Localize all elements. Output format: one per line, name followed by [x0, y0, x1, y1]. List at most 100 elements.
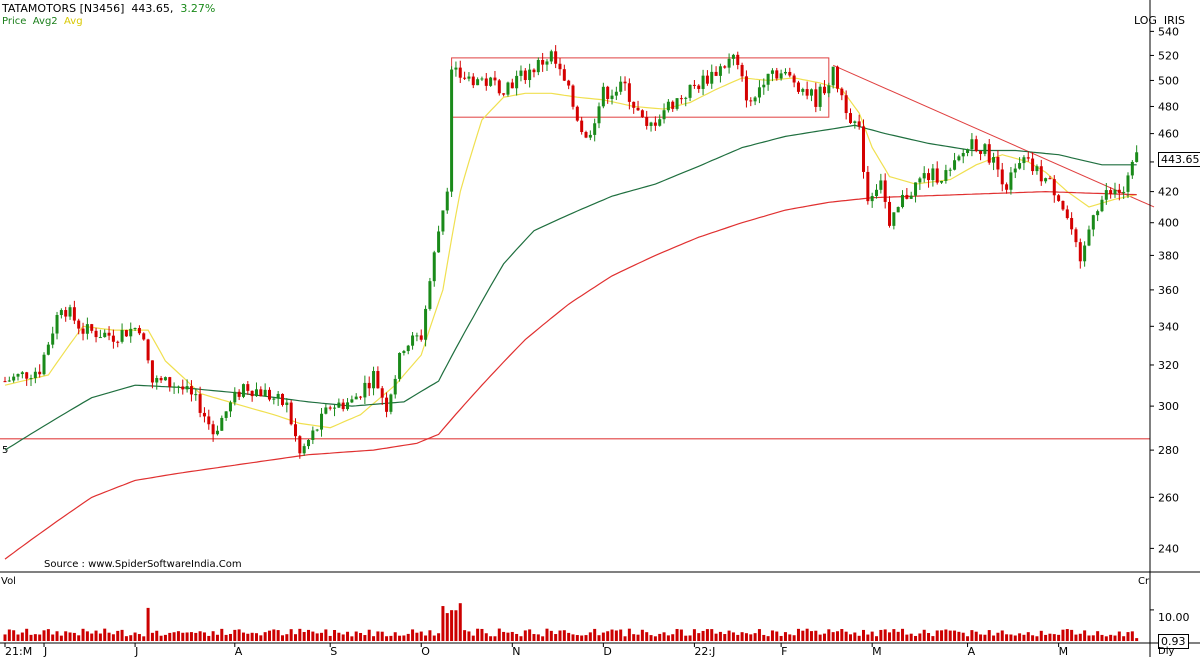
- candle-body: [1135, 152, 1139, 162]
- legend-avg2: Avg2: [32, 16, 58, 27]
- volume-bar: [502, 631, 506, 641]
- volume-bar: [1005, 634, 1009, 641]
- volume-bar: [85, 631, 89, 641]
- volume-bar: [94, 630, 98, 641]
- volume-bar: [979, 634, 983, 641]
- candle-body: [688, 84, 692, 98]
- volume-bar: [796, 628, 800, 641]
- volume-bar: [1013, 635, 1017, 641]
- candle-body: [944, 170, 948, 181]
- volume-bar: [983, 634, 987, 641]
- candle-body: [922, 173, 926, 179]
- candle-body: [363, 382, 367, 398]
- candle-body: [59, 310, 63, 316]
- volume-bar: [1100, 634, 1104, 641]
- volume-bar: [137, 634, 141, 641]
- candle-body: [931, 168, 935, 181]
- volume-bar: [961, 632, 965, 641]
- volume-bar: [835, 631, 839, 641]
- candle-body: [259, 389, 263, 397]
- log-toggle[interactable]: LOG: [1134, 14, 1157, 27]
- volume-bar: [98, 633, 102, 641]
- candle-body: [649, 122, 653, 126]
- candle-body: [267, 389, 271, 400]
- volume-bar: [363, 635, 367, 641]
- timeframe-label[interactable]: Dly: [1158, 646, 1175, 657]
- candle-body: [640, 110, 644, 118]
- candle-body: [1104, 190, 1108, 200]
- volume-bar: [723, 634, 727, 641]
- candle-body: [411, 335, 415, 346]
- candle-body: [163, 377, 167, 381]
- volume-bar: [679, 629, 683, 641]
- candle-body: [740, 64, 744, 77]
- candle-body: [1070, 218, 1074, 230]
- candle-body: [831, 66, 835, 86]
- volume-bar: [7, 629, 11, 641]
- volume-bar: [307, 629, 311, 641]
- volume-bar: [866, 634, 870, 641]
- candle-body: [389, 394, 393, 412]
- candle-body: [354, 396, 358, 400]
- candle-body: [402, 351, 406, 353]
- volume-bar: [862, 629, 866, 641]
- candle-body: [562, 69, 566, 81]
- volume-bar: [888, 632, 892, 641]
- candle-body: [545, 61, 549, 65]
- volume-bar: [584, 635, 588, 641]
- volume-bar: [376, 631, 380, 641]
- volume-bar: [827, 629, 831, 641]
- candle-body: [1078, 242, 1082, 262]
- volume-bar: [155, 630, 159, 641]
- volume-bar: [805, 628, 809, 641]
- volume-bar: [992, 635, 996, 641]
- candle-body: [1044, 178, 1048, 182]
- volume-bar: [601, 632, 605, 641]
- volume-bar: [671, 634, 675, 641]
- candle-body: [619, 81, 623, 92]
- candle-body: [224, 411, 228, 418]
- volume-bar: [120, 629, 124, 641]
- candle-body: [788, 71, 792, 76]
- candle-body: [996, 157, 1000, 170]
- candle-body: [584, 132, 588, 138]
- candle-body: [684, 97, 688, 99]
- candle-body: [601, 86, 605, 107]
- volume-bar: [901, 628, 905, 641]
- candle-body: [645, 117, 649, 126]
- volume-bar: [90, 633, 94, 641]
- candle-body: [692, 84, 696, 86]
- x-tick-label: M: [1059, 645, 1069, 657]
- x-tick-label: J: [134, 645, 138, 657]
- volume-bar: [927, 633, 931, 641]
- candle-body: [770, 70, 774, 74]
- volume-bar: [484, 633, 488, 641]
- volume-bar: [541, 636, 545, 641]
- indicator-label[interactable]: IRIS: [1163, 14, 1186, 27]
- candle-body: [883, 180, 887, 202]
- volume-bar: [996, 632, 1000, 641]
- candle-body: [159, 378, 163, 381]
- candle-body: [454, 67, 458, 70]
- volume-bar: [493, 636, 497, 641]
- candle-body: [1130, 161, 1134, 176]
- legend-price: Price: [2, 16, 27, 27]
- y-tick-label: 320: [1158, 359, 1179, 372]
- volume-bar: [532, 634, 536, 641]
- volume-bar: [207, 635, 211, 641]
- candle-body: [1083, 245, 1087, 262]
- candle-body: [1096, 211, 1100, 216]
- volume-bar: [940, 630, 944, 641]
- scale-mode[interactable]: LOG IRIS: [1134, 14, 1185, 27]
- candle-body: [493, 77, 497, 81]
- volume-bar: [744, 633, 748, 641]
- candle-body: [419, 335, 423, 340]
- avg-line-1: [4, 124, 1137, 451]
- volume-bar: [506, 632, 510, 641]
- candle-body: [480, 78, 484, 80]
- volume-bar: [341, 634, 345, 641]
- volume-bar: [337, 632, 341, 641]
- volume-bar: [666, 635, 670, 641]
- volume-bar: [72, 632, 76, 641]
